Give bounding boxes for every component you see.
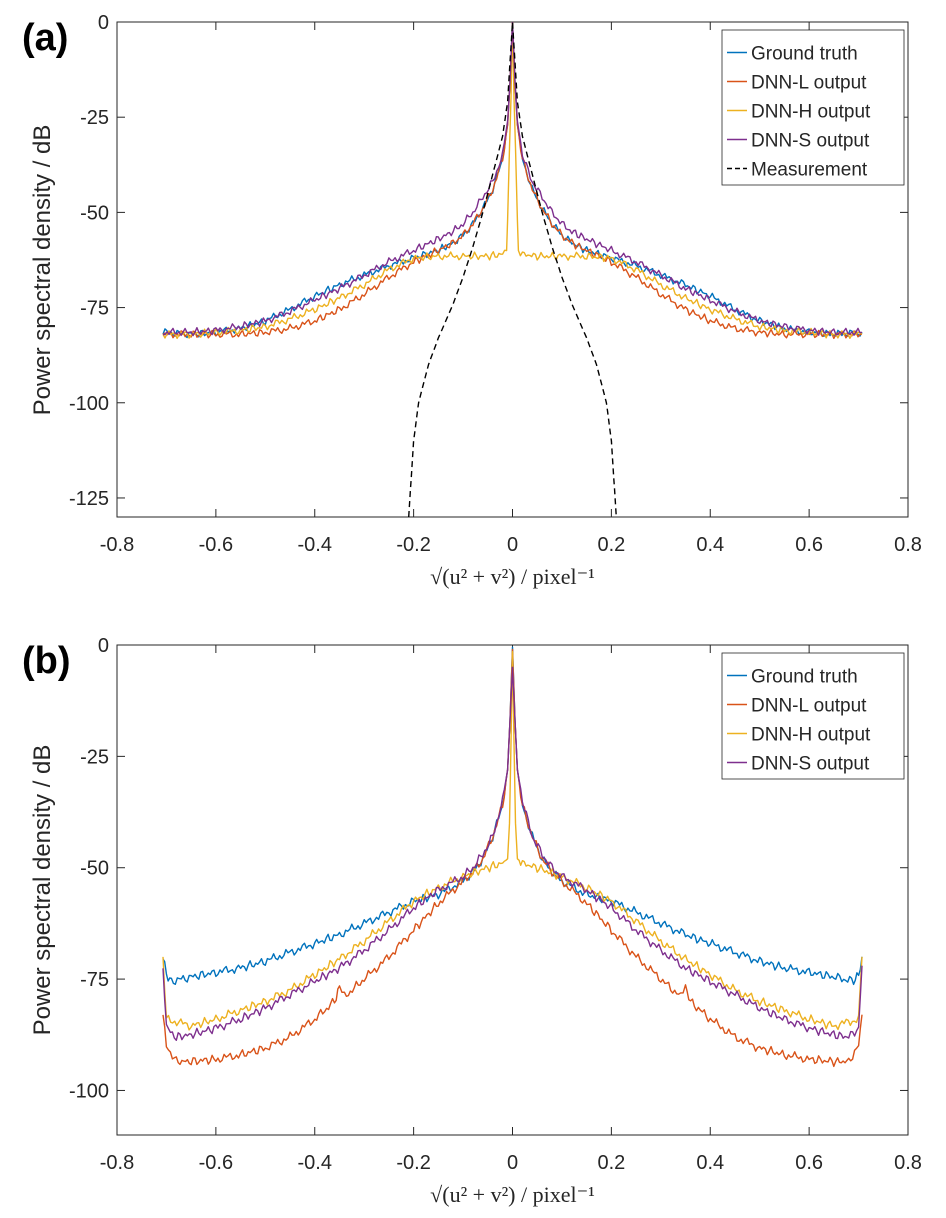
y-axis-title: Power spectral density / dB [29,745,56,1036]
x-axis-title: √(u² + v²) / pixel⁻¹ [430,564,595,589]
x-tick-label: -0.2 [396,534,430,556]
x-tick-label: -0.8 [100,534,134,556]
y-tick-label: 0 [98,12,109,34]
x-tick-label: 0 [507,534,518,556]
panel-a: -0.8 -0.6 -0.4 -0.2 0 0.2 0.4 0.6 0.8 0 -25 -50 -75 -… [22,12,922,589]
x-axis-title: √(u² + v²) / pixel⁻¹ [430,1182,595,1207]
series-line-dnn-l-output [162,22,863,340]
legend-label: DNN-S output [751,754,870,775]
series-line-ground-truth [162,646,863,986]
legend-label: Ground truth [751,44,858,65]
legend-box [721,652,905,780]
x-tick-label: -0.4 [298,534,332,556]
x-tick-label: 0.6 [795,534,823,556]
legend-label: DNN-L output [751,696,867,717]
x-tick-label: 0.8 [894,534,922,556]
legend-label: DNN-S output [751,131,870,152]
series-line-dnn-l-output [162,648,863,1068]
legend-label: Ground truth [751,667,858,688]
x-tick-label: 0.6 [795,1152,823,1174]
x-tick-label: 0.4 [696,1152,724,1174]
legend-label: DNN-H output [751,102,871,123]
legend-box [721,29,905,186]
series-group [162,646,863,1068]
x-tick-label: 0 [507,1152,518,1174]
y-axis-title: Power spectral density / dB [29,125,56,416]
panel-b: -0.8 -0.6 -0.4 -0.2 0 0.2 0.4 0.6 0.8 0 -25 -50 -75 -… [22,635,922,1207]
y-tick-label: -50 [80,858,109,880]
x-tick-label: -0.6 [199,1152,233,1174]
series-line-measurement [408,22,617,517]
series-group [162,22,863,517]
x-tick-label: -0.4 [298,1152,332,1174]
series-line-dnn-s-output [163,22,863,337]
y-tick-label: -125 [69,488,109,510]
series-line-dnn-h-output [162,22,863,340]
y-tick-label: 0 [98,635,109,657]
x-tick-label: 0.2 [597,534,625,556]
x-tick-label: 0.4 [696,534,724,556]
x-tick-label: 0.2 [597,1152,625,1174]
y-tick-label: -75 [80,969,109,991]
x-tick-label: -0.2 [396,1152,430,1174]
x-tick-label: 0.8 [894,1152,922,1174]
y-tick-label: -25 [80,107,109,129]
panel-label: (b) [22,640,71,682]
legend-label: DNN-L output [751,73,867,94]
series-line-dnn-s-output [162,666,863,1041]
y-tick-label: -50 [80,202,109,224]
x-tick-label: -0.8 [100,1152,134,1174]
legend-label: DNN-H output [751,725,871,746]
y-tick-label: -25 [80,746,109,768]
y-tick-label: -100 [69,1080,109,1102]
legend-label: Measurement [751,160,868,181]
y-tick-label: -100 [69,393,109,415]
y-tick-label: -75 [80,298,109,320]
x-tick-label: -0.6 [199,534,233,556]
panel-label: (a) [22,17,68,59]
